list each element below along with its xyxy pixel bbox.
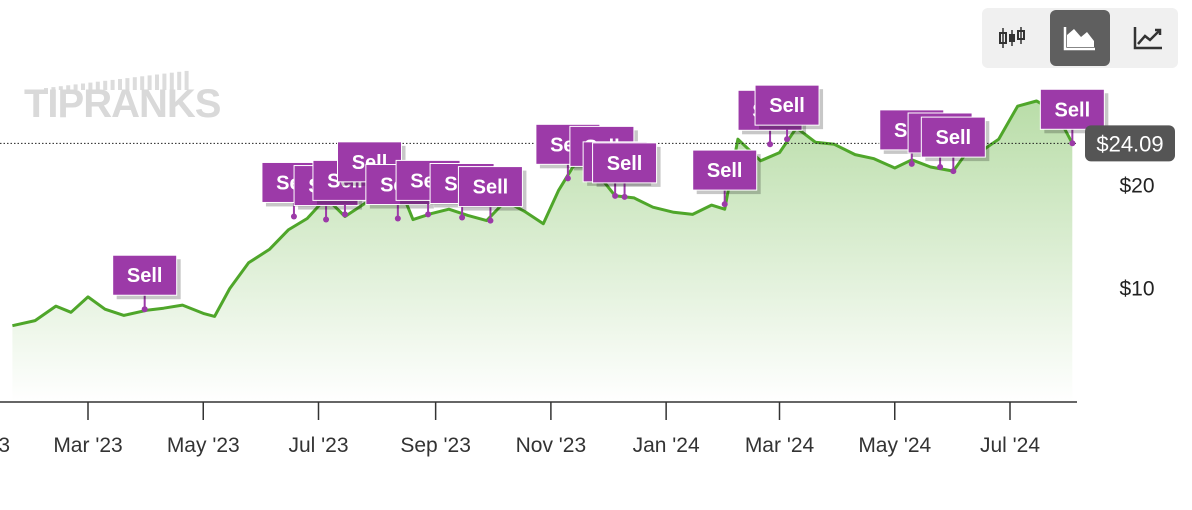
watermark-bar (155, 74, 159, 90)
sell-badge (457, 166, 523, 208)
watermark-bar (110, 79, 115, 90)
x-tick-label: Sep '23 (400, 434, 471, 457)
sell-marker-dot (425, 211, 432, 218)
watermark-trademark: ™ (202, 88, 211, 98)
chart-type-toolbar (982, 8, 1178, 68)
watermark-bar (118, 79, 122, 90)
watermark-bar (162, 73, 167, 90)
x-tick-label: Jan '23 (0, 434, 10, 457)
watermark-bar (73, 84, 78, 90)
sell-badge-label: Sell (707, 160, 743, 182)
line-chart-button[interactable] (1118, 10, 1178, 66)
sell-badge (920, 116, 986, 158)
sell-badge (1039, 88, 1105, 130)
watermark-bar (132, 77, 137, 90)
sell-badge (754, 84, 820, 126)
watermark-bar (147, 75, 152, 90)
x-tick-label: Jul '24 (980, 434, 1040, 457)
sell-marker-dot (612, 192, 619, 199)
sell-marker[interactable]: Sell (920, 116, 990, 175)
sell-marker-dot (141, 306, 148, 313)
sell-marker-dot (767, 141, 774, 148)
area-chart-icon (1063, 27, 1095, 51)
y-tick-label: $20 (1119, 175, 1154, 198)
sell-marker-dot (621, 193, 628, 200)
watermark-bar (66, 85, 71, 90)
sell-marker-dot (721, 201, 728, 208)
sell-badge (692, 149, 758, 191)
price-line (12, 99, 1074, 328)
x-tick-label: Mar '24 (745, 434, 815, 457)
watermark-bar (88, 82, 93, 90)
watermark-bar (169, 72, 174, 90)
area-chart-button[interactable] (1050, 10, 1110, 66)
sell-marker[interactable]: Sell (754, 84, 824, 143)
sell-marker[interactable]: Sell (592, 142, 661, 200)
price-area-fill (12, 101, 1073, 402)
sell-marker[interactable]: Sell (1039, 88, 1109, 147)
watermark-bar (58, 86, 63, 90)
x-tick-label: Mar '23 (53, 434, 122, 457)
watermark-bar (140, 76, 145, 90)
sell-badge-label: Sell (473, 177, 509, 199)
sell-marker-dot (459, 214, 466, 221)
sell-marker-dot (341, 211, 348, 218)
sell-badge (112, 254, 178, 296)
sell-marker-dot (323, 216, 330, 223)
sell-marker[interactable]: Sell (692, 149, 761, 208)
sell-badge-label: Sell (936, 127, 972, 149)
current-price-label: $24.09 (1096, 131, 1163, 156)
sell-marker-dot (784, 136, 791, 143)
sell-badge-label: Sell (607, 153, 643, 175)
tipranks-watermark: TIPRANKS ™ (24, 66, 224, 126)
sell-badge-label: Sell (769, 95, 805, 117)
sell-marker-dot (1069, 140, 1076, 147)
candlestick-icon (999, 27, 1025, 48)
x-tick-label: May '23 (167, 434, 240, 457)
watermark-text: TIPRANKS (24, 82, 221, 126)
watermark-bar (125, 78, 130, 90)
sell-marker[interactable]: Sell (112, 254, 181, 313)
sell-badge-label: Sell (1055, 99, 1091, 121)
sell-marker-dot (950, 168, 957, 175)
x-tick-label: Nov '23 (516, 434, 587, 457)
candlestick-button[interactable] (982, 10, 1042, 66)
sell-badge (592, 142, 658, 184)
watermark-bar (184, 70, 189, 90)
sell-marker-dot (937, 163, 944, 170)
y-tick-label: $10 (1119, 278, 1154, 301)
sell-marker-dot (290, 213, 297, 220)
line-chart-icon (1133, 27, 1162, 50)
sell-marker-dot (487, 217, 494, 224)
watermark-bar (51, 87, 56, 90)
watermark-bar (95, 81, 100, 90)
watermark-bar (44, 88, 48, 90)
x-tick-label: Jan '24 (633, 434, 700, 457)
watermark-bar (177, 71, 182, 90)
x-tick-label: Jul '23 (288, 434, 348, 457)
watermark-bar (81, 83, 85, 90)
tipranks-logo-icon: TIPRANKS ™ (24, 70, 222, 126)
sell-marker[interactable]: Sell (457, 166, 527, 224)
sell-marker-dot (564, 175, 571, 182)
current-price-badge (1085, 125, 1175, 162)
sell-badge-label: Sell (127, 265, 163, 287)
watermark-bar (103, 80, 108, 90)
x-tick-label: May '24 (858, 434, 931, 457)
sell-marker-dot (908, 160, 915, 167)
sell-marker-dot (394, 215, 401, 222)
